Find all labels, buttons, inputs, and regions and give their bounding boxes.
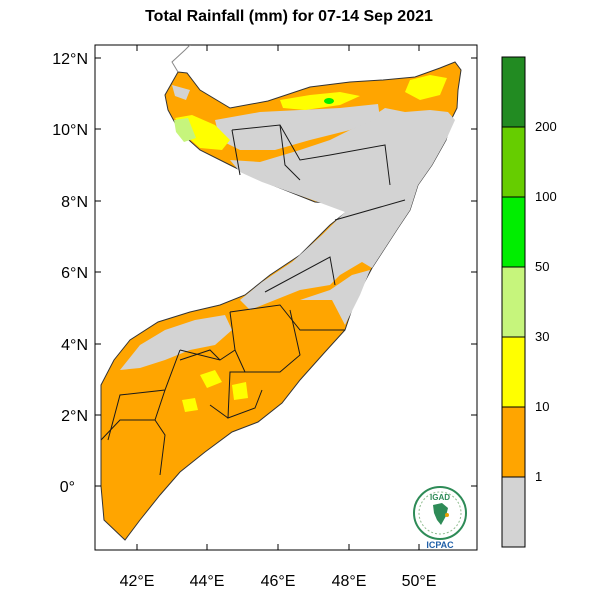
colorbar-swatch: [502, 127, 525, 197]
colorbar-label: 10: [535, 399, 549, 414]
lat-label: 0°: [60, 479, 75, 496]
africa-icon: [433, 503, 448, 525]
heavy-rain-spot: [324, 98, 334, 104]
neighbouring-border: [171, 45, 191, 73]
latitude-labels: 12°N 10°N 8°N 6°N 4°N 2°N 0°: [52, 51, 88, 496]
lon-label: 50°E: [402, 573, 437, 590]
colorbar-label: 50: [535, 259, 549, 274]
colorbar-swatch: [502, 477, 525, 547]
lat-label: 2°N: [61, 408, 88, 425]
wet-area-northeast-tip: [405, 75, 447, 100]
wet-area-south-patch-2: [232, 382, 248, 400]
dry-area-east-coast: [300, 270, 370, 325]
colorbar-label: 200: [535, 119, 557, 134]
longitude-labels: 42°E 44°E 46°E 48°E 50°E: [120, 573, 437, 590]
dry-area-north-interior: [215, 104, 380, 150]
wet-area-north: [280, 92, 360, 110]
logo-top-text: IGAD: [430, 493, 450, 502]
colorbar-swatch: [502, 267, 525, 337]
region-boundaries: [100, 124, 406, 476]
higher-rain-area-northwest: [174, 118, 196, 142]
lon-label: 46°E: [261, 573, 296, 590]
logo-bottom-text: ICPAC: [426, 540, 454, 550]
igad-icpac-logo: IGAD ICPAC: [413, 486, 467, 550]
lat-label: 6°N: [61, 265, 88, 282]
somalia-map: [100, 45, 462, 541]
lon-label: 44°E: [190, 573, 225, 590]
dry-area-northwest: [172, 85, 190, 100]
colorbar-swatch: [502, 407, 525, 477]
colorbar-swatch: [502, 57, 525, 127]
colorbar-swatch: [502, 337, 525, 407]
dry-area-central: [120, 315, 232, 370]
colorbar: 200 100 50 30 10 1: [501, 56, 557, 548]
lat-label: 12°N: [52, 51, 88, 68]
axis-ticks: [95, 45, 477, 550]
colorbar-swatch: [502, 197, 525, 267]
lat-label: 10°N: [52, 122, 88, 139]
lat-label: 8°N: [61, 194, 88, 211]
wet-area-central-patch: [200, 370, 222, 388]
colorbar-label: 30: [535, 329, 549, 344]
map-title: Total Rainfall (mm) for 07-14 Sep 2021: [145, 8, 433, 25]
colorbar-label: 100: [535, 189, 557, 204]
colorbar-label: 1: [535, 469, 542, 484]
lon-label: 48°E: [332, 573, 367, 590]
lat-label: 4°N: [61, 337, 88, 354]
wet-area-south-patch: [182, 398, 198, 412]
dry-area-northeast: [230, 108, 455, 310]
lon-label: 42°E: [120, 573, 155, 590]
